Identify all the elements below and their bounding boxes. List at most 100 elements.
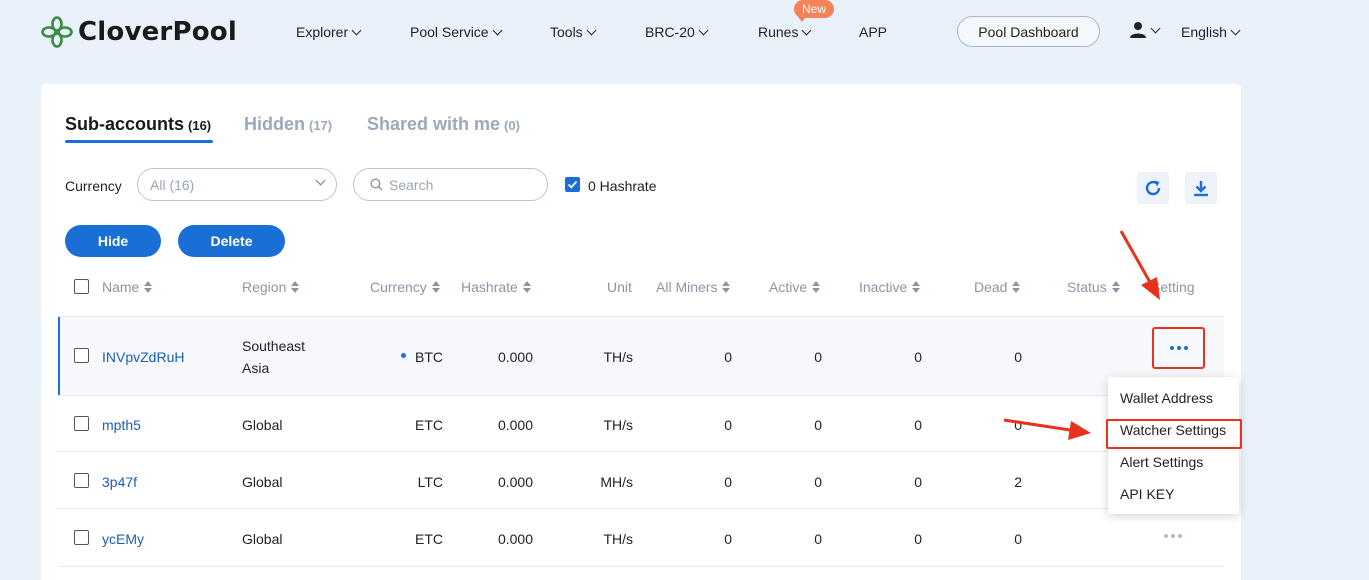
unit-cell: TH/s <box>603 531 633 547</box>
zero-hashrate-checkbox[interactable] <box>565 177 580 192</box>
tab-count: (17) <box>309 118 333 133</box>
annotation-highlight-box <box>1106 419 1242 449</box>
pool-dashboard-button[interactable]: Pool Dashboard <box>957 16 1100 47</box>
header-label: Inactive <box>859 279 908 295</box>
subaccount-name-link[interactable]: INVpvZdRuH <box>102 349 185 365</box>
select-all-checkbox[interactable] <box>74 279 89 294</box>
col-hashrate-header[interactable]: Hashrate <box>461 279 531 295</box>
menu-item-api-key[interactable]: API KEY <box>1120 486 1175 502</box>
nav-brc20[interactable]: BRC-20 <box>645 24 709 40</box>
nav-label: APP <box>859 24 888 40</box>
nav-label: BRC-20 <box>645 24 695 40</box>
dead-cell: 0 <box>1014 531 1022 547</box>
col-active-header[interactable]: Active <box>769 279 821 295</box>
currency-select-value: All (16) <box>150 176 195 193</box>
currency-select[interactable]: All (16) <box>137 168 337 201</box>
nav-explorer[interactable]: Explorer <box>296 24 362 40</box>
header-label: All Miners <box>656 279 718 295</box>
more-icon <box>1169 346 1188 350</box>
row-checkbox[interactable] <box>74 473 89 488</box>
unit-cell: MH/s <box>600 474 633 490</box>
row-divider <box>58 451 1224 452</box>
subaccounts-card: Sub-accounts (16) Hidden (17) Shared with … <box>41 84 1242 580</box>
col-region-header[interactable]: Region <box>242 279 300 295</box>
all-miners-cell: 0 <box>724 531 732 547</box>
row-checkbox[interactable] <box>74 530 89 545</box>
brand-logo[interactable]: CloverPool <box>40 15 237 49</box>
nav-tools[interactable]: Tools <box>550 24 597 40</box>
currency-cell: ETC <box>415 531 443 547</box>
sort-icon <box>1012 281 1021 293</box>
delete-button[interactable]: Delete <box>178 225 285 257</box>
inactive-cell: 0 <box>914 417 922 433</box>
nav-pool-service[interactable]: Pool Service <box>410 24 503 40</box>
col-all-miners-header[interactable]: All Miners <box>656 279 731 295</box>
search-box[interactable] <box>353 168 548 201</box>
active-cell: 0 <box>814 531 822 547</box>
sort-icon <box>291 281 300 293</box>
region-cell: Global <box>242 474 283 490</box>
chevron-down-icon <box>351 25 362 35</box>
active-tab-indicator <box>65 140 213 143</box>
sort-icon <box>1111 281 1120 293</box>
row-divider <box>58 395 1224 396</box>
col-inactive-header[interactable]: Inactive <box>859 279 921 295</box>
sort-icon <box>812 281 821 293</box>
sort-icon <box>144 281 153 293</box>
active-currency-dot <box>401 353 406 358</box>
tab-hidden[interactable]: Hidden (17) <box>244 114 332 135</box>
all-miners-cell: 0 <box>724 349 732 365</box>
user-icon <box>1130 22 1146 38</box>
unit-cell: TH/s <box>603 417 633 433</box>
col-name-header[interactable]: Name <box>102 279 153 295</box>
hide-button[interactable]: Hide <box>65 225 161 257</box>
dead-cell: 0 <box>1014 417 1022 433</box>
chevron-down-icon <box>586 25 597 35</box>
col-status-header[interactable]: Status <box>1067 279 1120 295</box>
subaccount-name-link[interactable]: 3p47f <box>102 474 138 490</box>
nav-runes[interactable]: Runes <box>758 24 812 40</box>
user-menu[interactable] <box>1129 21 1161 39</box>
menu-item-wallet-address[interactable]: Wallet Address <box>1120 390 1213 406</box>
refresh-button[interactable] <box>1137 172 1169 204</box>
tab-label: Shared with me <box>367 114 501 134</box>
setting-more-button[interactable] <box>1152 327 1205 369</box>
top-header: CloverPool Explorer Pool Service Tools B… <box>0 0 1369 64</box>
nav-label: Explorer <box>296 24 349 40</box>
menu-item-alert-settings[interactable]: Alert Settings <box>1120 454 1204 470</box>
header-label: Name <box>102 279 140 295</box>
nav-app[interactable]: APP <box>859 24 887 40</box>
col-unit-header: Unit <box>607 279 632 295</box>
inactive-cell: 0 <box>914 474 922 490</box>
unit-cell: TH/s <box>603 349 633 365</box>
chevron-down-icon <box>698 25 709 35</box>
row-checkbox[interactable] <box>74 416 89 431</box>
col-currency-header[interactable]: Currency <box>370 279 440 295</box>
dead-cell: 0 <box>1014 349 1022 365</box>
setting-more-button[interactable] <box>1164 534 1182 538</box>
subaccount-name-link[interactable]: ycEMy <box>102 531 144 547</box>
region-cell-line2: Asia <box>242 360 270 376</box>
zero-hashrate-label: 0 Hashrate <box>588 178 657 194</box>
all-miners-cell: 0 <box>724 474 732 490</box>
active-cell: 0 <box>814 349 822 365</box>
menu-item-watcher-settings[interactable]: Watcher Settings <box>1120 422 1227 438</box>
row-checkbox[interactable] <box>74 348 89 363</box>
search-input[interactable] <box>389 176 529 193</box>
download-button[interactable] <box>1185 172 1217 204</box>
tab-shared-with-me[interactable]: Shared with me (0) <box>367 114 520 135</box>
header-label: Unit <box>607 279 632 295</box>
col-dead-header[interactable]: Dead <box>974 279 1021 295</box>
row-divider <box>58 566 1224 567</box>
chevron-down-icon <box>315 175 326 186</box>
row-divider <box>58 508 1224 509</box>
search-icon <box>370 178 383 191</box>
header-label: Hashrate <box>461 279 518 295</box>
chevron-down-icon <box>1150 23 1161 33</box>
tab-sub-accounts[interactable]: Sub-accounts (16) <box>65 114 211 135</box>
nav-label: Pool Service <box>410 24 489 40</box>
sort-icon <box>722 281 731 293</box>
sort-icon <box>912 281 921 293</box>
subaccount-name-link[interactable]: mpth5 <box>102 417 141 433</box>
language-selector[interactable]: English <box>1181 24 1241 40</box>
